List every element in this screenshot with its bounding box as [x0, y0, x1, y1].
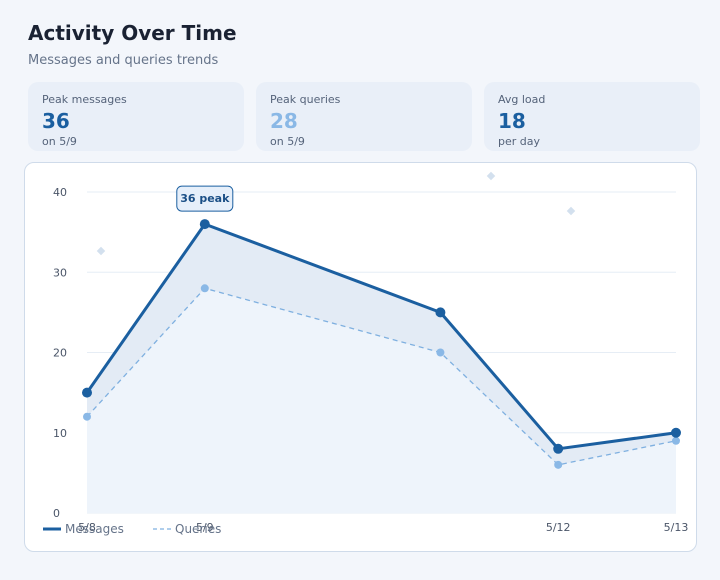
stat-value: 36 — [42, 109, 70, 133]
y-tick-label: 10 — [53, 427, 67, 440]
stat-sub: on 5/9 — [42, 135, 77, 148]
legend-label-messages: Messages — [65, 522, 124, 536]
stat-card-peak-messages: Peak messages 36 on 5/9 — [28, 82, 244, 151]
legend-label-queries: Queries — [175, 522, 221, 536]
queries-point — [554, 460, 563, 469]
x-tick-label: 5/8 — [78, 521, 96, 534]
stat-sub: on 5/9 — [270, 135, 305, 148]
x-tick-label: 5/12 — [546, 521, 571, 534]
stat-card-peak-queries: Peak queries 28 on 5/9 — [256, 82, 472, 151]
stat-label: Peak queries — [270, 93, 341, 106]
peak-annotation-label: 36 peak — [180, 192, 230, 205]
x-tick-label: 5/13 — [664, 521, 689, 534]
y-tick-label: 0 — [53, 507, 60, 520]
y-tick-label: 30 — [53, 266, 67, 279]
series-gap-band — [87, 224, 676, 465]
page-title: Activity Over Time — [28, 21, 237, 45]
queries-point — [672, 436, 680, 445]
messages-point — [435, 307, 446, 318]
queries-point — [436, 348, 445, 357]
chart-card: 0 10 20 30 40 5/8 5/9 5/12 5/13 36 peak Messages Qu… — [24, 162, 697, 552]
y-tick-label: 40 — [53, 186, 67, 199]
y-tick-label: 20 — [53, 347, 67, 360]
messages-area — [87, 224, 676, 513]
page-subtitle: Messages and queries trends — [28, 53, 219, 68]
stat-value: 28 — [270, 109, 298, 133]
peak-annotation-box — [176, 185, 234, 212]
stat-sub: per day — [498, 135, 541, 148]
decorative-dot — [96, 246, 106, 256]
decorative-dot — [486, 171, 496, 181]
queries-point — [83, 412, 91, 421]
messages-point — [671, 427, 681, 438]
line-chart: 0 10 20 30 40 5/8 5/9 5/12 5/13 36 peak Messages Qu… — [43, 171, 689, 536]
x-tick-label: 5/9 — [196, 521, 214, 534]
stat-card-avg-load: Avg load 18 per day — [484, 82, 700, 151]
messages-point — [199, 219, 210, 230]
queries-point — [200, 284, 209, 293]
stat-value: 18 — [498, 109, 526, 133]
decorative-dot — [566, 206, 576, 216]
stat-label: Peak messages — [42, 93, 127, 106]
messages-point — [553, 443, 564, 454]
messages-point — [82, 387, 92, 398]
stat-label: Avg load — [498, 93, 546, 106]
